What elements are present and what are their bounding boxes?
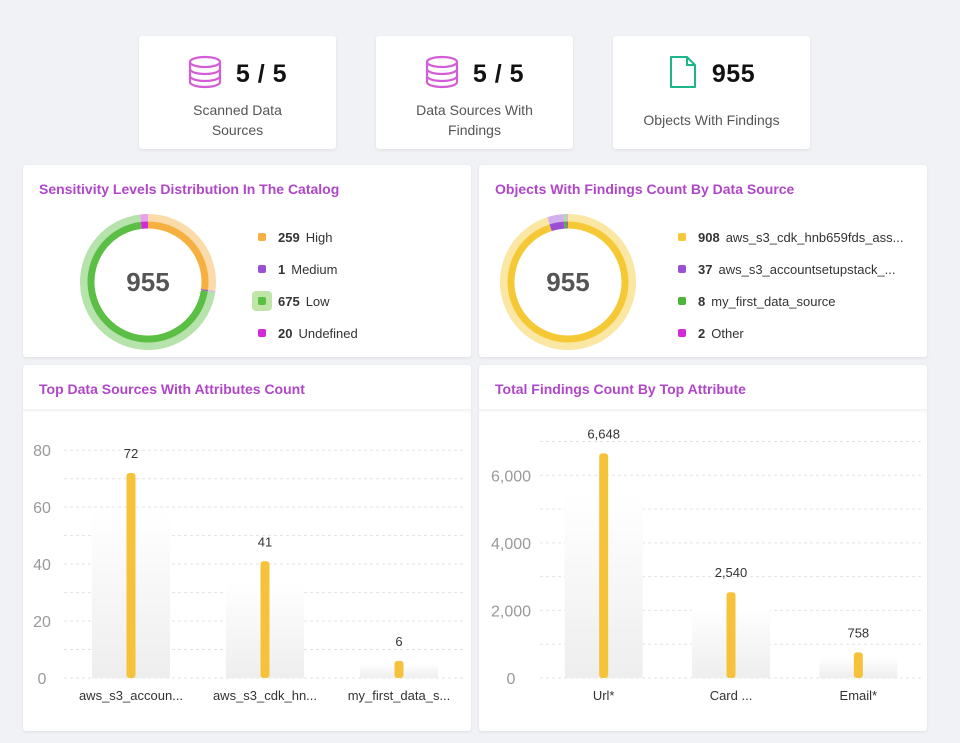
- y-tick-label: 6,000: [491, 468, 531, 485]
- panel-title: Sensitivity Levels Distribution In The C…: [39, 181, 340, 197]
- stat-label: Data Sources With Findings: [416, 102, 533, 138]
- sensitivity-donut[interactable]: 955: [78, 212, 218, 352]
- stat-value: 5 / 5: [235, 60, 288, 88]
- x-tick-label: my_first_data_s...: [348, 688, 451, 703]
- legend-item-medium[interactable]: 1 Medium: [252, 253, 358, 285]
- y-tick-label: 0: [507, 671, 516, 688]
- donut-total: 955: [126, 266, 170, 297]
- bar[interactable]: [599, 453, 609, 678]
- bar-value-label: 72: [124, 446, 138, 461]
- stat-label: Objects With Findings: [643, 112, 780, 128]
- bar[interactable]: [853, 652, 863, 678]
- objects-by-source-panel: Objects With Findings Count By Data Sour…: [479, 165, 927, 357]
- bar[interactable]: [260, 561, 270, 678]
- panel-title: Objects With Findings Count By Data Sour…: [495, 181, 795, 197]
- donut-slice-0[interactable]: [147, 221, 209, 291]
- y-tick-label: 40: [33, 557, 51, 574]
- x-tick-label: Email*: [840, 688, 878, 703]
- donut-slice-2[interactable]: [87, 221, 208, 343]
- donut-slice-1[interactable]: [549, 221, 565, 232]
- stat-value: 5 / 5: [472, 60, 525, 88]
- donut-slice-0[interactable]: [507, 221, 629, 343]
- donut-slice-outer-1: [547, 214, 565, 229]
- top-sources-attributes-panel: Top Data Sources With Attributes Count 0…: [23, 365, 471, 731]
- database-icon: [425, 55, 459, 94]
- stat-value: 955: [711, 60, 756, 88]
- bar-value-label: 2,540: [715, 565, 748, 580]
- legend-item-low[interactable]: 675 Low: [252, 285, 358, 317]
- y-tick-label: 4,000: [491, 536, 531, 553]
- stat-card-sources-with-findings: 5 / 5 Data Sources With Findings: [376, 36, 573, 149]
- stat-card-scanned-sources: 5 / 5 Scanned Data Sources: [139, 36, 336, 149]
- bar[interactable]: [726, 592, 736, 678]
- donut-total: 955: [546, 266, 590, 297]
- legend-item-high[interactable]: 259 High: [252, 221, 358, 253]
- database-icon: [188, 55, 222, 94]
- x-tick-label: Url*: [593, 688, 615, 703]
- donut-slice-outer-0: [147, 214, 216, 292]
- sensitivity-panel: Sensitivity Levels Distribution In The C…: [23, 165, 471, 357]
- donut-slice-outer-2: [80, 214, 216, 350]
- x-tick-label: Card ...: [710, 688, 753, 703]
- bar[interactable]: [394, 660, 404, 678]
- x-tick-label: aws_s3_cdk_hn...: [213, 688, 317, 703]
- stat-label: Scanned Data Sources: [193, 102, 282, 138]
- panel-title: Total Findings Count By Top Attribute: [495, 381, 746, 397]
- objects-legend: 908 aws_s3_cdk_hnb659fds_ass... 37 aws_s…: [672, 221, 917, 349]
- stat-card-objects-with-findings: 955 Objects With Findings: [613, 36, 810, 149]
- objects-donut[interactable]: 955: [498, 212, 638, 352]
- bar-value-label: 6,648: [587, 426, 620, 441]
- bar[interactable]: [126, 473, 136, 678]
- y-tick-label: 0: [38, 671, 47, 688]
- attributes-bar-chart: 0 20 40 60 80 72 aws_s3_accoun... 41 aws_s3_cdk_…: [33, 443, 466, 703]
- legend-item-other[interactable]: 2 Other: [672, 317, 917, 349]
- bar-value-label: 6: [395, 634, 402, 649]
- file-icon: [668, 55, 698, 94]
- panel-title: Top Data Sources With Attributes Count: [39, 381, 305, 397]
- legend-item-source-2[interactable]: 37 aws_s3_accountsetupstack_...: [672, 253, 917, 285]
- sensitivity-legend: 259 High 1 Medium 675 Low 20 Undefined: [252, 221, 358, 349]
- findings-bar-chart: 0 2,000 4,000 6,000 6,648 Url* 2,540 Card ... 75…: [491, 426, 922, 703]
- y-tick-label: 2,000: [491, 603, 531, 620]
- y-tick-label: 20: [33, 614, 51, 631]
- findings-by-attribute-panel: Total Findings Count By Top Attribute 0 2…: [479, 365, 927, 731]
- legend-item-source-1[interactable]: 908 aws_s3_cdk_hnb659fds_ass...: [672, 221, 917, 253]
- bar-value-label: 758: [847, 625, 869, 640]
- bar-value-label: 41: [258, 534, 272, 549]
- donut-slice-outer-0: [500, 214, 636, 350]
- x-tick-label: aws_s3_accoun...: [79, 688, 183, 703]
- y-tick-label: 80: [33, 443, 51, 460]
- legend-item-source-3[interactable]: 8 my_first_data_source: [672, 285, 917, 317]
- legend-item-undefined[interactable]: 20 Undefined: [252, 317, 358, 349]
- y-tick-label: 60: [33, 500, 51, 517]
